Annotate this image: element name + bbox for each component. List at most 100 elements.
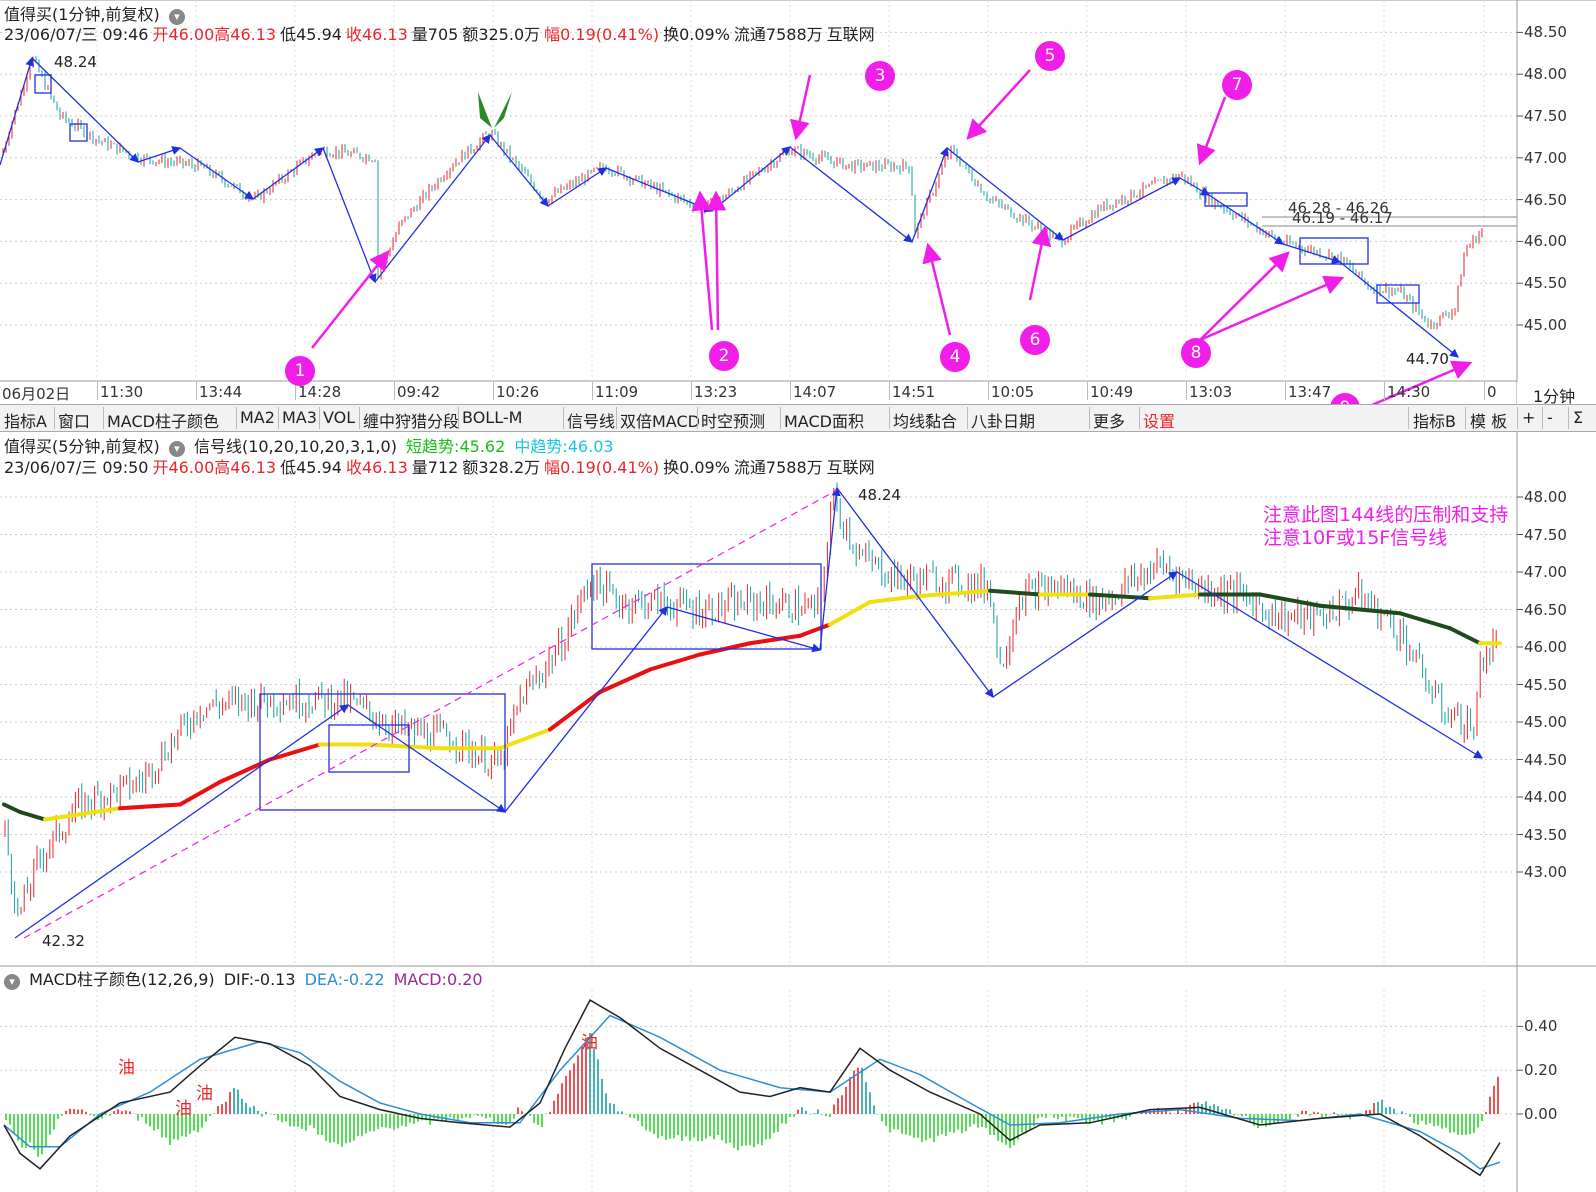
panel1-time-label: 14:28 bbox=[298, 383, 342, 401]
panel1-info-row: 23/06/07/三 09:46 开46.00高46.13 低45.94 收46.13… bbox=[4, 25, 879, 45]
toolbar-separator bbox=[54, 407, 55, 429]
panel1-menu-icon[interactable]: ▾ bbox=[168, 9, 185, 25]
signal-segment bbox=[178, 780, 222, 807]
toolbar-button[interactable]: VOL bbox=[323, 408, 356, 427]
time-divider bbox=[592, 382, 593, 400]
time-divider bbox=[394, 382, 395, 400]
oil-mark-4: 油 bbox=[581, 1033, 598, 1053]
toolbar-button[interactable]: 时空预测 bbox=[701, 412, 766, 431]
wave-segment bbox=[489, 134, 549, 208]
panel1-price-tick: 45.50 bbox=[1524, 274, 1567, 293]
wave2-segment bbox=[504, 605, 668, 813]
panel2-title-row: 值得买(5分钟,前复权) ▾ 信号线(10,20,10,20,3,1,0) 短趋… bbox=[4, 437, 618, 457]
toolbar-button[interactable]: MACD柱子颜色 bbox=[107, 412, 219, 431]
toolbar-button[interactable]: 更多 bbox=[1093, 412, 1126, 431]
wave-segment bbox=[911, 146, 949, 243]
period-box[interactable]: 1分钟 bbox=[1517, 382, 1596, 406]
time-divider bbox=[1484, 382, 1485, 400]
toolbar-button[interactable]: BOLL-M bbox=[462, 408, 523, 427]
green-arrow bbox=[494, 92, 512, 128]
badge-6: 6 bbox=[1020, 325, 1050, 355]
panel2-menu-icon[interactable]: ▾ bbox=[168, 441, 185, 457]
panel1-time-label: 13:23 bbox=[694, 383, 738, 401]
toolbar-right-button[interactable]: Σ bbox=[1573, 408, 1584, 427]
panel1-price-tick: 46.50 bbox=[1524, 190, 1567, 209]
toolbar-button[interactable]: 窗口 bbox=[58, 412, 91, 431]
toolbar-right-button[interactable]: 指标B bbox=[1413, 412, 1456, 431]
short-trend-label: 短趋势: bbox=[406, 437, 460, 456]
toolbar-separator bbox=[967, 407, 968, 429]
signal-segment bbox=[498, 727, 552, 751]
panel1-amount: 额325.0万 bbox=[462, 25, 541, 44]
toolbar-separator bbox=[616, 407, 617, 429]
toolbar-right-button[interactable]: 模 板 bbox=[1470, 412, 1508, 431]
panel2-title: 值得买(5分钟,前复权) bbox=[4, 437, 160, 456]
panel2-open: 46.00 bbox=[168, 458, 215, 477]
panel3-menu-icon[interactable]: ▾ bbox=[4, 974, 20, 990]
toolbar-button[interactable]: 缠中狩猎分段 bbox=[363, 412, 460, 431]
panel1-title-row: 值得买(1分钟,前复权) ▾ bbox=[4, 5, 189, 25]
pointer-arrow bbox=[1199, 275, 1345, 342]
panel2-high: 46.13 bbox=[230, 458, 277, 477]
macd-value: 0.20 bbox=[446, 970, 483, 989]
toolbar-button[interactable]: 指标A bbox=[4, 412, 47, 431]
toolbar-separator bbox=[236, 407, 237, 429]
signal-segment bbox=[1318, 603, 1402, 616]
toolbar-button[interactable]: MACD面积 bbox=[784, 412, 864, 431]
panel2-price-tick: 43.50 bbox=[1524, 825, 1567, 844]
toolbar-button[interactable]: MA2 bbox=[240, 408, 275, 427]
toolbar-separator bbox=[1139, 407, 1140, 429]
badge-4: 4 bbox=[940, 342, 970, 372]
mid-trend-value: 46.03 bbox=[567, 437, 614, 456]
panel2-info-row: 23/06/07/三 09:50 开46.00高46.13 低45.94 收46.13… bbox=[4, 458, 879, 478]
consolidation-box bbox=[591, 563, 822, 650]
panel2-price-tick: 47.00 bbox=[1524, 563, 1567, 581]
dea-value: -0.22 bbox=[343, 970, 385, 989]
toolbar-button[interactable]: MA3 bbox=[282, 408, 317, 427]
panel2-price-tick: 46.50 bbox=[1524, 600, 1567, 619]
wave-segment bbox=[1179, 177, 1211, 196]
panel3-tick: 0.20 bbox=[1524, 1061, 1558, 1080]
toolbar-button[interactable]: 信号线 bbox=[567, 412, 616, 431]
toolbar-button[interactable]: 均线黏合 bbox=[893, 412, 958, 431]
panel3-tick: 0.00 bbox=[1524, 1105, 1558, 1123]
toolbar-button[interactable]: 双倍MACD bbox=[620, 412, 700, 431]
panel1-time-label: 13:03 bbox=[1189, 383, 1233, 401]
toolbar-button[interactable]: 八卦日期 bbox=[971, 412, 1036, 431]
panel2-high-mark: 48.24 bbox=[858, 486, 901, 504]
signal-segment bbox=[918, 588, 992, 598]
panel2-price-tick: 48.00 bbox=[1524, 488, 1567, 506]
signal-segment bbox=[988, 588, 1042, 597]
time-divider bbox=[493, 382, 494, 400]
wave-segment bbox=[789, 146, 914, 243]
panel2-low: 45.94 bbox=[296, 458, 342, 477]
toolbar-right-button[interactable]: - bbox=[1547, 408, 1553, 427]
panel2-price-tick: 47.50 bbox=[1524, 525, 1567, 544]
panel3-tick: 0.40 bbox=[1524, 1017, 1558, 1036]
signal-segment bbox=[43, 813, 72, 822]
panel2-high-label: 高 bbox=[214, 458, 231, 477]
time-divider bbox=[196, 382, 197, 400]
consolidation-box bbox=[328, 724, 410, 773]
toolbar-button[interactable]: 设置 bbox=[1143, 412, 1176, 431]
oil-mark-3: 油 bbox=[196, 1084, 213, 1104]
panel3-title-row: ▾ MACD柱子颜色(12,26,9) DIF:-0.13 DEA:-0.22 … bbox=[4, 970, 487, 990]
pointer-arrow bbox=[311, 250, 390, 349]
panel1-low: 45.94 bbox=[296, 25, 342, 44]
panel2-change: 0.19(0.41%) bbox=[560, 458, 660, 477]
time-divider bbox=[1285, 382, 1286, 400]
time-divider bbox=[1384, 382, 1385, 400]
panel2-indicator: 信号线(10,20,10,20,3,1,0) bbox=[193, 437, 397, 456]
panel2-price-tick: 44.50 bbox=[1524, 750, 1567, 769]
toolbar-separator bbox=[359, 407, 360, 429]
oil-mark-1: 油 bbox=[118, 1058, 135, 1078]
panel1-high-label: 高 bbox=[214, 25, 231, 44]
level-text-2: 46.19 - 46.17 bbox=[1292, 209, 1393, 227]
toolbar-separator bbox=[1568, 407, 1569, 429]
pointer-arrow bbox=[1028, 225, 1052, 301]
panel1-time-label: 13:47 bbox=[1288, 383, 1332, 401]
dea-label: DEA: bbox=[304, 970, 344, 989]
toolbar-right-button[interactable]: + bbox=[1522, 408, 1536, 427]
consolidation-box bbox=[259, 693, 506, 811]
note-signal-line: 注意10F或15F信号线 bbox=[1263, 527, 1448, 549]
